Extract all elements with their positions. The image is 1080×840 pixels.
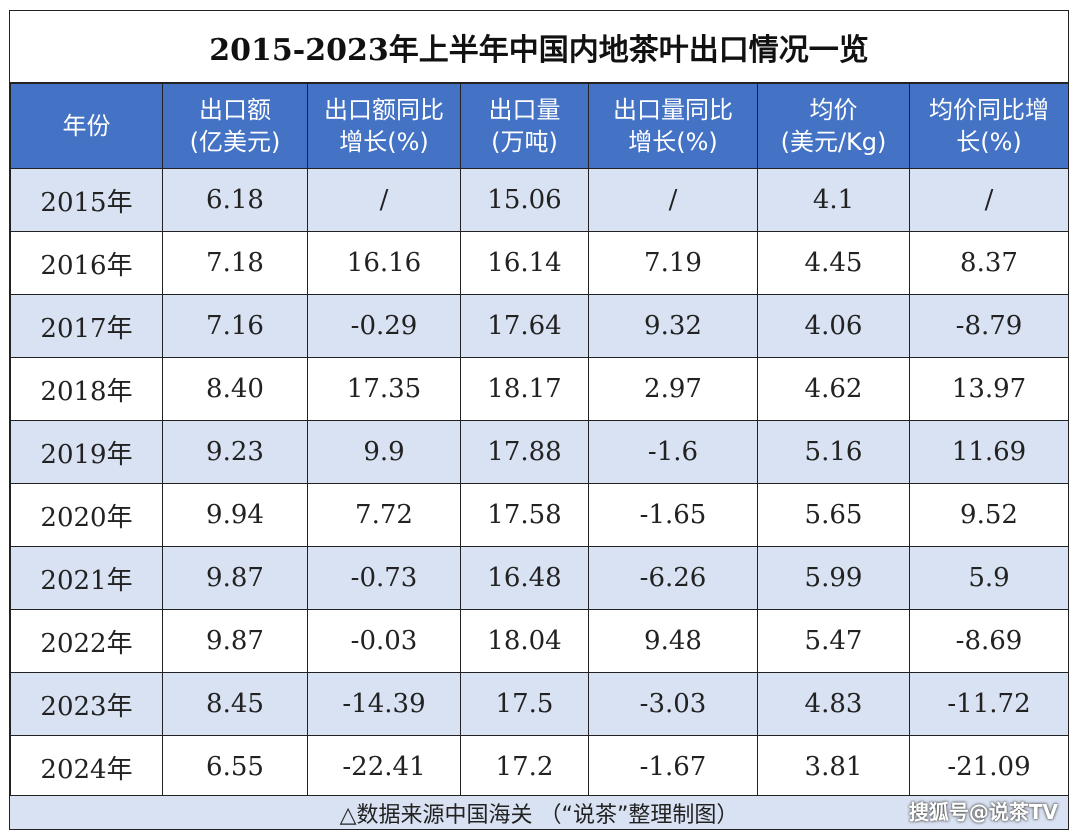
cell-avg-price-yoy: 9.52 [909, 483, 1068, 547]
cell-export-volume-yoy: -3.03 [588, 672, 758, 736]
cell-avg-price: 5.65 [757, 483, 910, 547]
cell-export-value-yoy: 9.9 [307, 420, 461, 484]
table-frame: 2015-2023年上半年中国内地茶叶出口情况一览 年份 出口额 (亿美元) 出 [9, 10, 1069, 830]
cell-avg-price: 5.99 [757, 546, 910, 610]
header-export-value: 出口额 (亿美元) [162, 83, 308, 169]
cell-export-volume: 16.14 [460, 231, 589, 295]
table-row: 2020年 9.94 7.72 17.58 -1.65 5.65 9.52 [10, 483, 1068, 547]
cell-avg-price-yoy: / [909, 168, 1068, 232]
header-export-volume-yoy: 出口量同比 增长(%) [588, 83, 758, 169]
cell-avg-price: 4.1 [757, 168, 910, 232]
cell-export-volume-yoy: 7.19 [588, 231, 758, 295]
cell-export-volume-yoy: 9.32 [588, 294, 758, 358]
cell-avg-price-yoy: -21.09 [909, 735, 1068, 799]
cell-year: 2021年 [10, 546, 163, 610]
cell-export-value: 9.87 [162, 546, 308, 610]
cell-avg-price-yoy: -11.72 [909, 672, 1068, 736]
cell-year: 2023年 [10, 672, 163, 736]
cell-year: 2020年 [10, 483, 163, 547]
header-avg-price-yoy: 均价同比增 长(%) [909, 83, 1068, 169]
cell-year: 2019年 [10, 420, 163, 484]
cell-export-volume: 17.88 [460, 420, 589, 484]
cell-year: 2017年 [10, 294, 163, 358]
cell-year: 2022年 [10, 609, 163, 673]
cell-export-volume: 17.58 [460, 483, 589, 547]
header-year: 年份 [10, 83, 163, 169]
cell-year: 2015年 [10, 168, 163, 232]
cell-export-value: 9.94 [162, 483, 308, 547]
header-avg-price: 均价 (美元/Kg) [757, 83, 910, 169]
cell-export-volume: 18.04 [460, 609, 589, 673]
table-row: 2024年 6.55 -22.41 17.2 -1.67 3.81 -21.09 [10, 735, 1068, 799]
header-row: 年份 出口额 (亿美元) 出口额同比 增长(%) 出口量 (万吨) 出口量同比 … [10, 83, 1068, 169]
table-body: 2015年 6.18/15.06/4.1/2016年 7.18 16.16 16.14 7… [10, 168, 1068, 799]
cell-export-value: 7.18 [162, 231, 308, 295]
cell-export-value-yoy: 7.72 [307, 483, 461, 547]
cell-avg-price-yoy: 8.37 [909, 231, 1068, 295]
cell-export-value-yoy: 17.35 [307, 357, 461, 421]
cell-export-volume-yoy: -1.6 [588, 420, 758, 484]
cell-export-value: 8.45 [162, 672, 308, 736]
cell-export-volume-yoy: / [588, 168, 758, 232]
cell-export-value-yoy: 16.16 [307, 231, 461, 295]
watermark: 搜狐号@说茶TV [908, 800, 1058, 824]
cell-export-value: 9.23 [162, 420, 308, 484]
cell-export-value-yoy: -0.29 [307, 294, 461, 358]
header-export-volume: 出口量 (万吨) [460, 83, 589, 169]
cell-avg-price-yoy: 13.97 [909, 357, 1068, 421]
cell-avg-price: 5.47 [757, 609, 910, 673]
table-row: 2023年 8.45 -14.39 17.5 -3.03 4.83 -11.72 [10, 672, 1068, 736]
cell-avg-price: 5.16 [757, 420, 910, 484]
cell-export-volume: 17.64 [460, 294, 589, 358]
cell-avg-price: 4.45 [757, 231, 910, 295]
cell-export-value-yoy: -14.39 [307, 672, 461, 736]
cell-export-value-yoy: -0.73 [307, 546, 461, 610]
cell-export-volume: 18.17 [460, 357, 589, 421]
cell-avg-price-yoy: 11.69 [909, 420, 1068, 484]
cell-export-volume-yoy: -6.26 [588, 546, 758, 610]
cell-export-volume: 15.06 [460, 168, 589, 232]
table-row: 2019年 9.23 9.9 17.88 -1.6 5.16 11.69 [10, 420, 1068, 484]
cell-export-volume-yoy: -1.67 [588, 735, 758, 799]
table-row: 2022年 9.87 -0.03 18.04 9.48 5.47 -8.69 [10, 609, 1068, 673]
cell-export-value-yoy: -22.41 [307, 735, 461, 799]
cell-export-volume: 16.48 [460, 546, 589, 610]
header-export-value-yoy: 出口额同比 增长(%) [307, 83, 461, 169]
cell-export-value-yoy: -0.03 [307, 609, 461, 673]
table-row: 2015年 6.18/15.06/4.1/ [10, 168, 1068, 232]
cell-avg-price: 4.83 [757, 672, 910, 736]
cell-export-value: 7.16 [162, 294, 308, 358]
cell-avg-price-yoy: -8.79 [909, 294, 1068, 358]
cell-export-value: 9.87 [162, 609, 308, 673]
cell-avg-price: 3.81 [757, 735, 910, 799]
cell-export-volume-yoy: 2.97 [588, 357, 758, 421]
cell-export-volume-yoy: 9.48 [588, 609, 758, 673]
cell-export-volume: 17.2 [460, 735, 589, 799]
cell-avg-price: 4.06 [757, 294, 910, 358]
cell-export-value: 6.18 [162, 168, 308, 232]
cell-year: 2016年 [10, 231, 163, 295]
tea-export-table: 年份 出口额 (亿美元) 出口额同比 增长(%) 出口量 (万吨) 出口量同比 … [10, 83, 1068, 799]
table-row: 2017年 7.16 -0.29 17.64 9.32 4.06 -8.79 [10, 294, 1068, 358]
cell-avg-price-yoy: 5.9 [909, 546, 1068, 610]
table-row: 2016年 7.18 16.16 16.14 7.19 4.45 8.37 [10, 231, 1068, 295]
cell-year: 2018年 [10, 357, 163, 421]
cell-export-value-yoy: / [307, 168, 461, 232]
cell-year: 2024年 [10, 735, 163, 799]
cell-export-volume-yoy: -1.65 [588, 483, 758, 547]
table-row: 2021年 9.87 -0.73 16.48 -6.26 5.99 5.9 [10, 546, 1068, 610]
table-title: 2015-2023年上半年中国内地茶叶出口情况一览 [10, 11, 1068, 83]
cell-avg-price: 4.62 [757, 357, 910, 421]
table-row: 2018年 8.40 17.35 18.17 2.97 4.62 13.97 [10, 357, 1068, 421]
cell-export-value: 6.55 [162, 735, 308, 799]
source-note: △数据来源中国海关 （“说茶”整理制图） [10, 795, 1068, 829]
cell-export-value: 8.40 [162, 357, 308, 421]
cell-avg-price-yoy: -8.69 [909, 609, 1068, 673]
cell-export-volume: 17.5 [460, 672, 589, 736]
